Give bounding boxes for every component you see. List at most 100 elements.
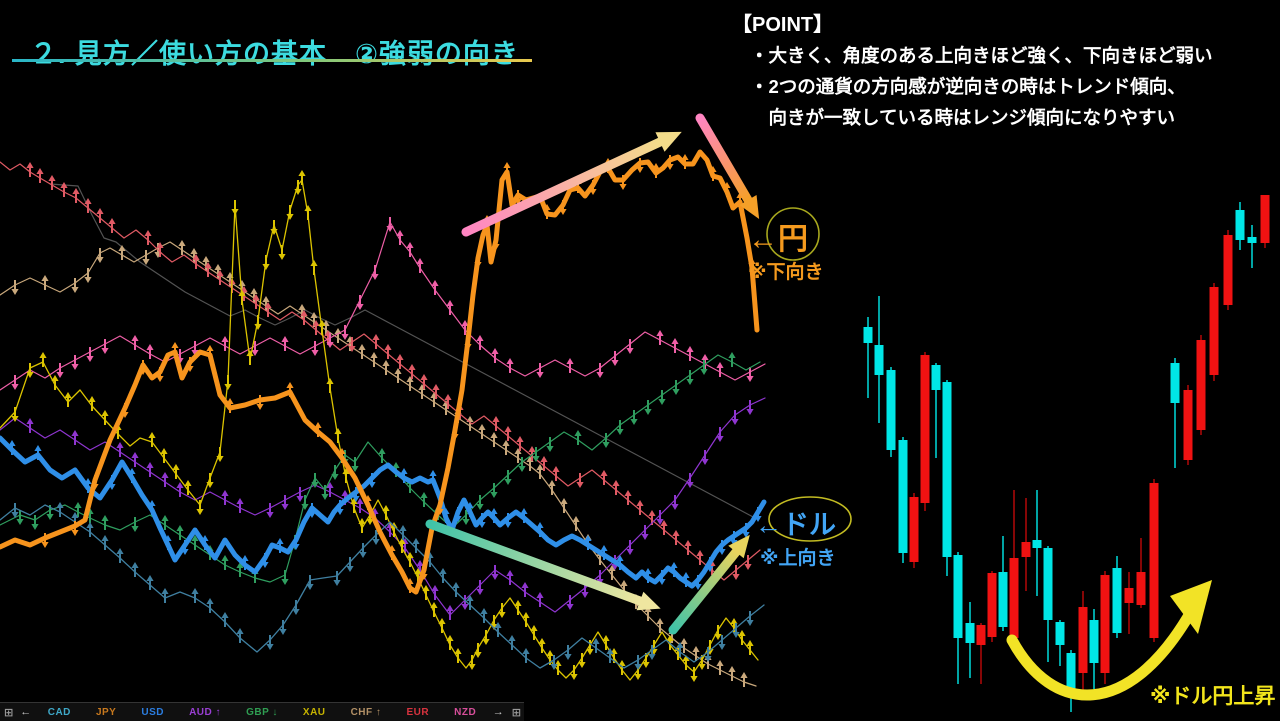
down-arrow-icon [494, 622, 502, 628]
down-arrow-icon [429, 470, 437, 476]
up-arrow-icon [292, 609, 300, 615]
up-arrow-icon [700, 369, 708, 375]
down-arrow-icon [310, 312, 318, 318]
down-arrow-icon [160, 448, 168, 454]
down-arrow-icon [192, 254, 200, 260]
bull-candle [920, 355, 930, 503]
toolbar-currency-eur[interactable]: EUR [406, 706, 430, 718]
up-arrow-icon [311, 350, 319, 356]
toolbar-currency-xau[interactable]: XAU [302, 706, 326, 718]
up-arrow-icon [56, 372, 64, 378]
up-arrow-icon [694, 584, 702, 590]
bull-candle [1100, 575, 1110, 673]
down-arrow-icon [146, 462, 154, 468]
down-arrow-icon [396, 230, 404, 236]
up-arrow-icon [468, 664, 476, 670]
up-arrow-icon [732, 574, 740, 580]
up-arrow-icon [31, 524, 39, 530]
down-arrow-icon [444, 394, 452, 400]
up-arrow-icon [359, 552, 367, 558]
down-arrow-icon [416, 560, 424, 566]
down-arrow-icon [620, 580, 628, 586]
toolbar-currency-usd[interactable]: USD [141, 706, 165, 718]
down-arrow-icon [612, 480, 620, 486]
down-arrow-icon [522, 612, 530, 618]
up-arrow-icon [698, 664, 706, 670]
down-arrow-icon [276, 538, 284, 544]
up-arrow-icon [474, 262, 482, 268]
down-arrow-icon [71, 430, 79, 436]
up-arrow-icon [518, 466, 526, 472]
up-arrow-icon [11, 384, 19, 390]
down-arrow-icon [176, 525, 184, 531]
point-panel: 【POINT】 ・大きく、角度のある上向きほど強く、下向きほど弱い ・2つの通貨… [732, 10, 1277, 133]
down-arrow-icon [184, 480, 192, 486]
down-arrow-icon [236, 628, 244, 634]
up-arrow-icon [536, 372, 544, 378]
up-arrow-icon [746, 620, 754, 626]
toolbar-currency-cad[interactable]: CAD [47, 706, 71, 718]
up-arrow-icon [462, 519, 470, 525]
down-arrow-icon [226, 398, 234, 404]
strength-line-cad [0, 504, 765, 669]
scroll-left-arrow[interactable]: ← [20, 706, 32, 718]
down-arrow-icon [190, 248, 198, 254]
up-arrow-icon [331, 474, 339, 480]
up-arrow-icon [436, 509, 444, 515]
yen-direction-label: ←円 [748, 223, 808, 256]
down-arrow-icon [146, 344, 154, 350]
up-arrow-icon [346, 566, 354, 572]
down-arrow-icon [86, 522, 94, 528]
down-arrow-icon [201, 535, 209, 541]
down-arrow-icon [521, 582, 529, 588]
down-arrow-icon [422, 585, 430, 591]
up-arrow-icon [566, 604, 574, 610]
grid-icon-left[interactable]: ⊞ [4, 706, 14, 719]
up-arrow-icon [256, 404, 264, 410]
down-arrow-icon [728, 666, 736, 672]
down-arrow-icon [298, 304, 306, 310]
up-arrow-icon [279, 629, 287, 635]
down-arrow-icon [682, 655, 690, 661]
down-arrow-icon [546, 650, 554, 656]
down-arrow-icon [392, 462, 400, 468]
down-arrow-icon [64, 392, 72, 398]
toolbar-currency-chf[interactable]: CHF ↑ [350, 706, 382, 718]
down-arrow-icon [241, 555, 249, 561]
up-arrow-icon [301, 504, 309, 510]
down-arrow-icon [656, 330, 664, 336]
down-arrow-icon [74, 502, 82, 508]
toolbar-currency-gbp[interactable]: GBP ↓ [246, 706, 278, 718]
down-arrow-icon [530, 625, 538, 631]
scroll-right-arrow[interactable]: → [492, 706, 504, 718]
toolbar-currency-nzd[interactable]: NZD [454, 706, 477, 718]
up-arrow-icon [341, 334, 349, 340]
bear-candle [953, 555, 963, 638]
down-arrow-icon [372, 334, 380, 340]
up-arrow-icon [564, 654, 572, 660]
down-arrow-icon [656, 618, 664, 624]
down-arrow-icon [378, 448, 386, 454]
bull-candle [1136, 572, 1146, 605]
toolbar-currency-jpy[interactable]: JPY [95, 706, 117, 718]
up-arrow-icon [701, 459, 709, 465]
grid-icon-right[interactable]: ⊞ [511, 706, 521, 719]
up-arrow-icon [672, 389, 680, 395]
down-arrow-icon [326, 482, 334, 488]
down-arrow-icon [660, 520, 668, 526]
up-arrow-icon [586, 649, 594, 655]
down-arrow-icon [528, 446, 536, 452]
down-arrow-icon [238, 290, 246, 296]
up-arrow-icon [451, 434, 459, 440]
up-arrow-icon [261, 562, 269, 568]
toolbar-currency-aud[interactable]: AUD ↑ [189, 706, 222, 718]
up-arrow-icon [616, 429, 624, 435]
down-arrow-icon [356, 498, 364, 504]
down-arrow-icon [148, 500, 156, 506]
down-arrow-icon [51, 375, 59, 381]
up-arrow-icon [71, 364, 79, 370]
down-arrow-icon [681, 154, 689, 160]
down-arrow-icon [264, 302, 272, 308]
down-arrow-icon [161, 588, 169, 594]
